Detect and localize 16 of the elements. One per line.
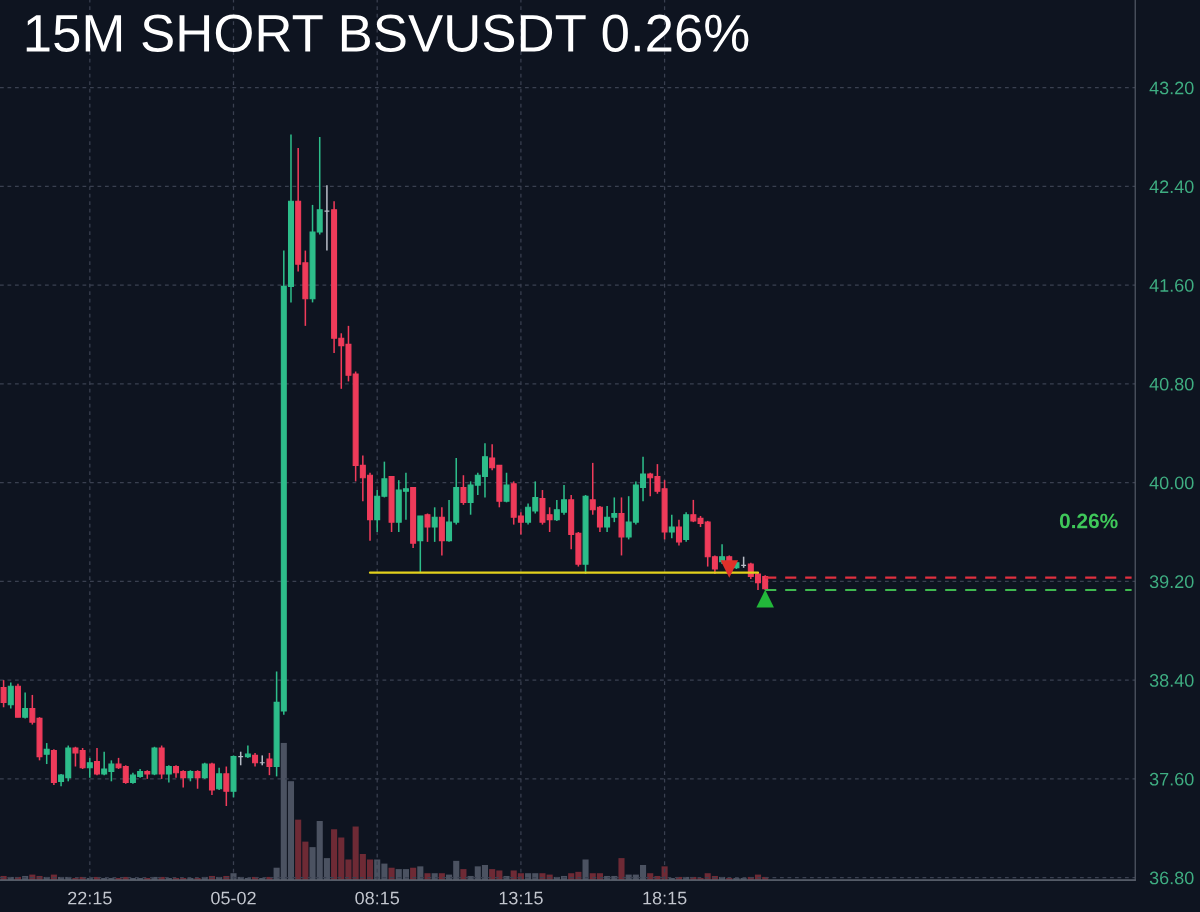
y-tick-label: 41.60 — [1149, 279, 1194, 292]
y-tick-label: 38.40 — [1149, 674, 1194, 687]
y-tick-label: 37.60 — [1149, 772, 1194, 786]
y-tick-label: 36.80 — [1149, 871, 1194, 885]
x-tick-label: 05-02 — [211, 891, 256, 905]
x-tick-label: 08:15 — [355, 891, 400, 905]
x-tick-label: 13:15 — [499, 891, 543, 905]
chart-title: 15M SHORT BSVUSDT 0.26% — [26, 14, 749, 52]
x-tick-label: 22:15 — [68, 891, 112, 905]
x-tick-label: 18:15 — [643, 891, 687, 905]
annotation: 0.26% — [1059, 513, 1118, 529]
y-tick-label: 43.20 — [1149, 81, 1194, 95]
y-tick-label: 42.40 — [1149, 180, 1194, 194]
y-tick-label: 40.80 — [1149, 377, 1194, 391]
y-tick-label: 40.00 — [1149, 476, 1194, 490]
y-tick-label: 39.20 — [1149, 575, 1194, 589]
